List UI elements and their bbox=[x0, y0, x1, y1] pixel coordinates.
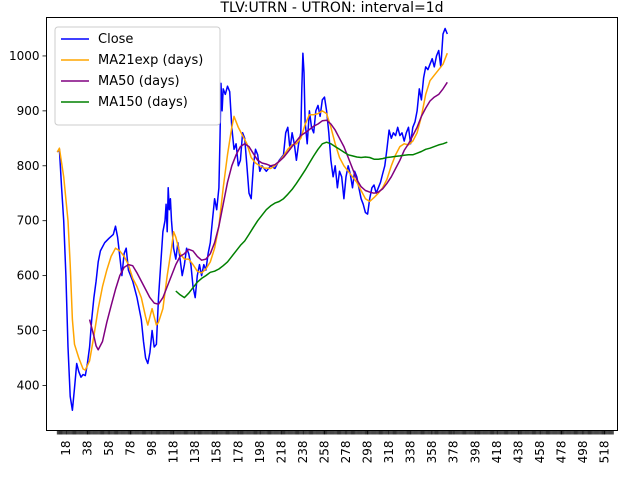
x-tick-label: 478 bbox=[554, 441, 568, 464]
x-tick-label: 378 bbox=[447, 441, 461, 464]
y-tick-label: 900 bbox=[17, 104, 40, 118]
y-tick-label: 600 bbox=[17, 269, 40, 283]
x-tick-label: 278 bbox=[339, 441, 353, 464]
legend-label: MA150 (days) bbox=[98, 95, 188, 110]
plot-area bbox=[56, 27, 448, 411]
x-tick-label: 218 bbox=[274, 441, 288, 464]
legend-box bbox=[54, 26, 221, 126]
legend-label: Close bbox=[98, 32, 133, 47]
x-tick-label: 118 bbox=[167, 441, 181, 464]
plot-frame bbox=[46, 17, 618, 431]
x-tick-label: 98 bbox=[145, 441, 159, 456]
legend-label: MA21exp (days) bbox=[98, 53, 203, 68]
x-tick-label: 438 bbox=[511, 441, 525, 464]
series-line-2 bbox=[88, 81, 448, 351]
x-tick-label: 158 bbox=[210, 441, 224, 464]
x-tick-label: 338 bbox=[404, 441, 418, 464]
x-tick-label: 18 bbox=[59, 441, 73, 456]
x-tick-label: 178 bbox=[231, 441, 245, 464]
chart-title: TLV:UTRN - UTRON: interval=1d bbox=[219, 0, 443, 16]
y-tick-label: 1000 bbox=[9, 49, 40, 63]
x-tick-label: 138 bbox=[188, 441, 202, 464]
x-tick-label: 238 bbox=[296, 441, 310, 464]
series-line-3 bbox=[175, 141, 448, 299]
legend: Close MA21exp (days) MA50 (days) MA150 (day… bbox=[54, 26, 221, 126]
x-tick-label: 78 bbox=[124, 441, 138, 456]
x-tick-label: 398 bbox=[468, 441, 482, 464]
x-axis: 18 38 58 78 98 118 138 158 178 198 218 238 258 278 298… bbox=[56, 430, 614, 464]
x-tick-label: 198 bbox=[253, 441, 267, 464]
series-line-1 bbox=[56, 52, 448, 371]
x-tick-label: 58 bbox=[102, 441, 116, 456]
x-tick-label: 318 bbox=[382, 441, 396, 464]
x-tick-label: 418 bbox=[490, 440, 504, 463]
x-tick-label: 358 bbox=[425, 441, 439, 464]
x-tick-label: 258 bbox=[317, 441, 331, 464]
y-tick-label: 500 bbox=[17, 324, 40, 338]
x-tick-label: 298 bbox=[361, 441, 375, 464]
x-tick-label: 518 bbox=[598, 441, 612, 464]
y-tick-label: 700 bbox=[17, 214, 40, 228]
x-tick-label: 38 bbox=[80, 441, 94, 456]
x-tick-label: 458 bbox=[533, 441, 547, 464]
legend-label: MA50 (days) bbox=[98, 74, 180, 89]
series-line-0 bbox=[56, 27, 448, 411]
y-axis: 400 500 600 700 800 900 1000 bbox=[9, 49, 47, 392]
y-tick-label: 400 bbox=[17, 378, 40, 392]
y-tick-label: 800 bbox=[17, 159, 40, 173]
x-tick-label: 498 bbox=[576, 441, 590, 464]
